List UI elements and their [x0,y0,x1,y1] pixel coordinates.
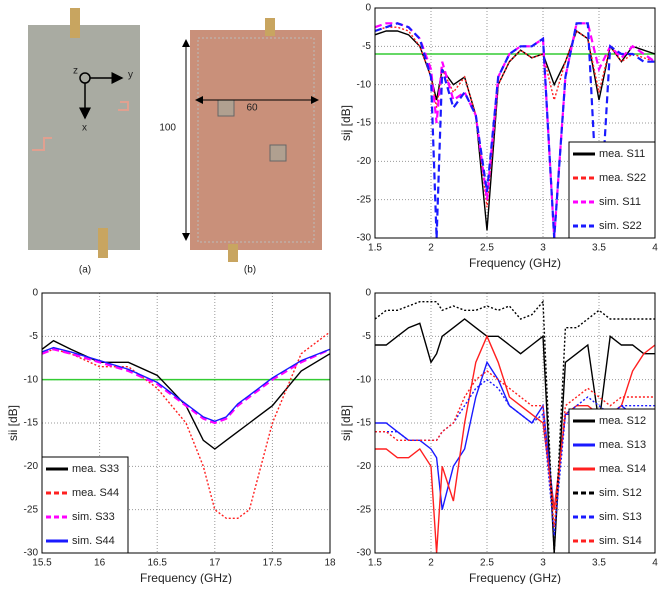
photo-a: z y x (a) [28,8,140,276]
x-tick-label: 3.5 [592,558,606,569]
x-tick-label: 4 [652,558,658,569]
board [190,30,322,250]
legend-box [568,141,656,239]
legend: mea. S12 mea. S13 mea. S14 sim. S12 sim. S13… [568,408,656,554]
legend-label: sim. S11 [599,196,641,208]
x-tick-label: 17.5 [263,558,283,569]
series-line [375,299,655,553]
x-tick-label: 2.5 [480,243,494,254]
y-tick-label: -30 [24,548,39,559]
y-tick-label: -10 [24,374,39,385]
legend: mea. S33 mea. S44 sim. S33 sim. S44 [41,456,129,554]
legend: mea. S11 mea. S22 sim. S11 sim. S22 [568,141,656,239]
legend-label: mea. S12 [599,415,646,427]
axis-y: y [128,70,133,81]
legend-label: mea. S11 [599,148,645,160]
plot-frame [41,292,331,554]
legend-label: sim. S14 [599,535,642,547]
legend-label: mea. S33 [72,463,119,475]
y-tick-label: -20 [357,461,372,472]
x-axis-label: Frequency (GHz) [469,256,561,270]
chart: 1.5 2 2.5 3 3.5 4 -30 -25 -20 -15 -10 -5 0 Frequency … [339,288,658,586]
x-tick-label: 16.5 [147,558,167,569]
series-line [42,331,330,519]
chart: 15.5 16 16.5 17 17.5 18 -30 -25 -20 -15 -10 -5 0 Freq… [6,288,336,586]
x-tick-label: 3 [540,558,546,569]
y-tick-label: -10 [357,374,372,385]
y-axis-label: sij [dB] [339,405,353,441]
legend-box [41,456,129,554]
chart: 1.5 2 2.5 3 3.5 4 -30 -25 -20 -15 -10 -5 0 Frequency … [339,3,658,271]
y-tick-label: -15 [357,418,372,429]
y-tick-label: -30 [357,548,372,559]
connector [98,228,108,258]
y-tick-label: -5 [362,331,371,342]
x-tick-label: 17 [209,558,221,569]
x-tick-label: 1.5 [368,558,382,569]
series-line [375,22,655,238]
x-tick-label: 3.5 [592,243,606,254]
y-tick-label: 0 [365,3,371,14]
legend-label: mea. S14 [599,463,646,475]
series-line [375,318,655,553]
y-tick-label: -30 [357,233,372,244]
x-tick-label: 1.5 [368,243,382,254]
series-line [42,348,330,425]
x-axis-label: Frequency (GHz) [469,571,561,584]
plot-frame [374,7,656,239]
y-tick-label: -20 [24,461,39,472]
x-tick-label: 16 [94,558,106,569]
legend-label: sim. S13 [599,511,642,523]
connector [70,8,80,38]
caption: (a) [79,265,91,276]
x-tick-label: 3 [540,243,546,254]
x-tick-label: 2 [428,558,434,569]
y-axis-label: sij [dB] [339,105,353,141]
y-tick-label: 0 [365,288,371,299]
axis-z: z [73,66,78,77]
series-line [375,26,655,208]
y-tick-label: -25 [357,504,372,515]
x-tick-label: 2 [428,243,434,254]
legend-label: mea. S44 [72,487,119,499]
y-tick-label: 0 [32,288,38,299]
y-tick-label: -5 [362,41,371,52]
y-tick-label: -20 [357,156,372,167]
series-line [42,339,330,450]
y-tick-label: -5 [29,331,38,342]
y-tick-label: -15 [357,118,372,129]
x-axis-label: Frequency (GHz) [140,571,232,584]
y-tick-label: -10 [357,79,372,90]
width-label: 60 [246,103,258,114]
legend-label: mea. S13 [599,439,646,451]
legend-label: sim. S33 [72,511,115,523]
y-axis-label: sii [dB] [6,405,20,441]
legend-label: sim. S44 [72,535,115,547]
x-tick-label: 4 [652,243,658,254]
photo-b: 100 60 (b) [159,18,322,276]
legend-box [568,408,656,554]
y-tick-label: -25 [357,194,372,205]
legend-label: sim. S12 [599,487,642,499]
height-label: 100 [159,123,176,134]
x-tick-label: 15.5 [32,558,52,569]
x-tick-label: 2.5 [480,558,494,569]
axis-x: x [82,123,87,134]
y-tick-label: -25 [24,504,39,515]
x-tick-label: 18 [324,558,336,569]
legend-label: sim. S22 [599,220,642,232]
legend-label: mea. S22 [599,172,646,184]
caption: (b) [244,265,256,276]
series-line [42,346,330,423]
series-line [375,22,655,238]
y-tick-label: -15 [24,418,39,429]
series-line [375,370,655,528]
